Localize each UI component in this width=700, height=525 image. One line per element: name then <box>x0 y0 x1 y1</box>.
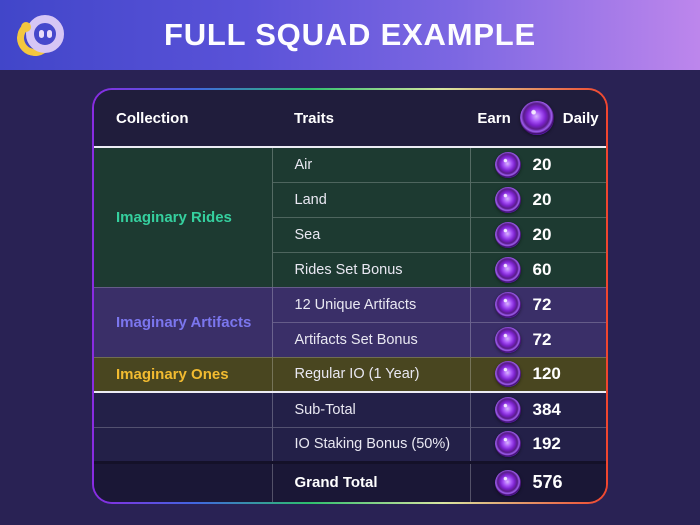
earn-value: 72 <box>532 294 552 314</box>
trait-cell: Rides Set Bonus <box>271 251 470 287</box>
io-coin-icon <box>494 361 521 388</box>
earn-value: 72 <box>532 329 552 349</box>
column-header-collection: Collection <box>94 90 272 148</box>
daily-label: Daily <box>562 109 599 127</box>
trait-cell: Sea <box>271 216 470 252</box>
earn-value: 20 <box>532 224 552 244</box>
table-header-row: Collection Traits Earn Daily <box>94 90 606 148</box>
collection-label-rides: Imaginary Rides <box>94 146 272 287</box>
io-coin-icon <box>494 151 521 178</box>
table-row: Imaginary Rides Air 20 <box>94 146 606 287</box>
earn-cell: 72 <box>469 286 606 322</box>
earn-cell: 384 <box>469 391 606 427</box>
io-coin-icon <box>494 431 521 457</box>
trait-cell: Sub-Total <box>271 391 470 427</box>
trait-cell: Air <box>271 146 470 182</box>
trait-cell: IO Staking Bonus (50%) <box>271 426 470 462</box>
earn-label: Earn <box>477 109 511 127</box>
trait-cell: Artifacts Set Bonus <box>271 321 470 357</box>
imaginary-ones-logo <box>13 9 66 61</box>
squad-table-frame: Collection Traits Earn Daily Imaginary R… <box>92 88 608 504</box>
header-banner: FULL SQUAD EXAMPLE <box>0 0 700 70</box>
io-coin-icon <box>494 186 521 213</box>
earn-cell: 576 <box>469 460 606 502</box>
trait-cell: Land <box>271 181 470 217</box>
earn-cell: 192 <box>469 426 606 462</box>
trait-cell: 12 Unique Artifacts <box>271 286 470 322</box>
earn-cell: 72 <box>469 321 606 357</box>
table-row: Imaginary Artifacts 12 Unique Artifacts … <box>94 286 606 357</box>
trait-cell: Regular IO (1 Year) <box>271 356 470 392</box>
io-coin-icon <box>494 326 521 353</box>
earn-cell: 60 <box>469 251 606 287</box>
logo-eye-left <box>39 30 44 38</box>
table-row: Land 20 <box>94 181 606 217</box>
earn-value: 60 <box>532 259 552 279</box>
io-coin-icon <box>494 256 521 283</box>
io-coin-icon <box>519 101 554 135</box>
column-header-earn-daily: Earn Daily <box>470 90 606 148</box>
logo-eye-right <box>47 30 52 38</box>
earn-value: 384 <box>532 399 561 419</box>
io-coin-icon <box>494 291 521 318</box>
io-coin-icon <box>494 469 521 496</box>
io-coin-icon <box>494 396 521 423</box>
earn-value: 120 <box>532 364 561 384</box>
table-row: IO Staking Bonus (50%) 192 <box>94 426 606 462</box>
collection-label-artifacts: Imaginary Artifacts <box>94 286 272 357</box>
logo-yellow-dot <box>21 22 31 32</box>
page-title: FULL SQUAD EXAMPLE <box>163 17 537 52</box>
column-header-traits: Traits <box>272 90 470 148</box>
earn-value: 576 <box>532 472 563 493</box>
logo-ring <box>26 15 64 53</box>
table-row-grand-total: Grand Total 576 <box>94 460 606 502</box>
table-row: Artifacts Set Bonus 72 <box>94 321 606 357</box>
collection-cell-empty <box>94 460 272 502</box>
earn-cell: 20 <box>469 181 606 217</box>
earn-value: 192 <box>532 434 561 453</box>
io-coin-icon <box>494 221 521 248</box>
earn-cell: 120 <box>469 356 606 392</box>
collection-cell-empty <box>94 426 272 462</box>
earn-value: 20 <box>532 154 552 174</box>
collection-cell-empty <box>94 391 272 427</box>
earn-cell: 20 <box>469 146 606 182</box>
earn-value: 20 <box>532 189 552 209</box>
table-row: Sub-Total 384 <box>94 391 606 427</box>
table-row: Sea 20 <box>94 216 606 252</box>
grand-total-label: Grand Total <box>271 460 470 502</box>
table-row: Imaginary Ones Regular IO (1 Year) 120 <box>94 356 606 392</box>
earn-cell: 20 <box>469 216 606 252</box>
collection-label-ones: Imaginary Ones <box>94 356 272 392</box>
table-row: Rides Set Bonus 60 <box>94 251 606 287</box>
squad-table: Collection Traits Earn Daily Imaginary R… <box>94 90 606 502</box>
